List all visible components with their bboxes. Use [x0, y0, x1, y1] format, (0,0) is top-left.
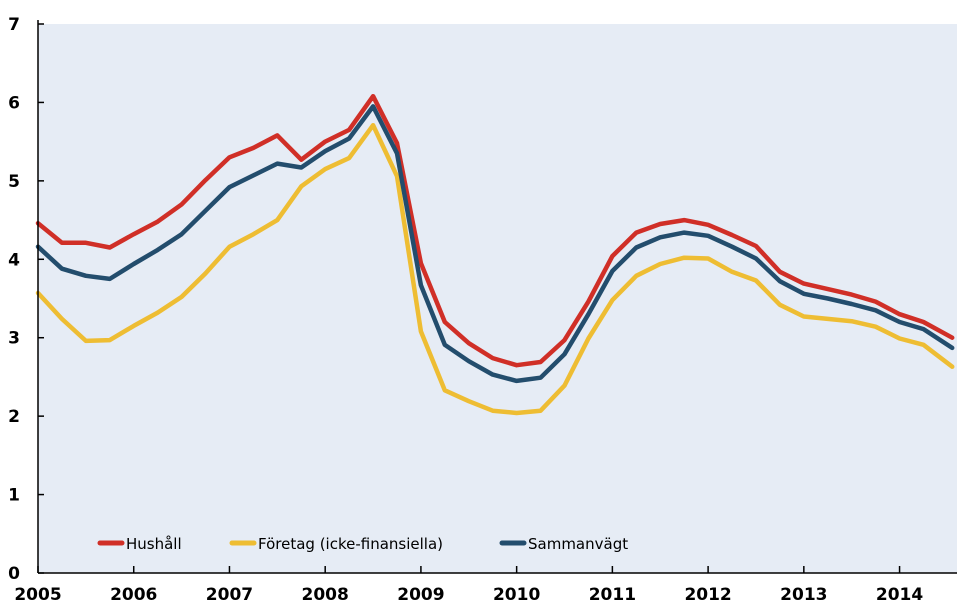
x-tick-label: 2012 [684, 585, 731, 605]
legend-label-hush-ll: Hushåll [126, 535, 182, 553]
x-tick-label: 2006 [110, 585, 157, 605]
legend-label-f-retag-icke-finansiella: Företag (icke-finansiella) [258, 535, 443, 553]
series-line-hush-ll [35, 93, 955, 368]
legend: Hushåll Företag (icke-finansiella) Sammanv… [97, 535, 628, 553]
x-tick-label: 2010 [493, 585, 540, 605]
y-tick-label: 3 [8, 329, 20, 349]
y-tick-label: 7 [8, 15, 20, 35]
axes [37, 20, 957, 574]
series-line-sammanv-gt [35, 104, 955, 384]
x-tick-label: 2011 [589, 585, 636, 605]
x-tick-label: 2005 [14, 585, 61, 605]
x-tick-label: 2007 [206, 585, 253, 605]
y-tick-label: 1 [8, 486, 20, 506]
series-lines [35, 93, 955, 416]
legend-label-sammanv-gt: Sammanvägt [528, 535, 628, 553]
y-tick-label: 0 [8, 564, 20, 584]
y-tick-label: 5 [8, 172, 20, 192]
series-line-f-retag-icke-finansiella [35, 122, 955, 416]
tick-labels: 0 1 2 3 4 5 6 7 2005 2006 2007 2008 2009 2010 2011 2012… [8, 15, 923, 605]
x-tick-label: 2014 [876, 585, 923, 605]
y-tick-label: 4 [8, 250, 20, 270]
y-tick-label: 2 [8, 407, 20, 427]
y-tick-label: 6 [8, 93, 20, 113]
x-tick-label: 2008 [302, 585, 349, 605]
plot-background [38, 24, 957, 573]
x-tick-label: 2013 [780, 585, 827, 605]
x-tick-label: 2009 [397, 585, 444, 605]
